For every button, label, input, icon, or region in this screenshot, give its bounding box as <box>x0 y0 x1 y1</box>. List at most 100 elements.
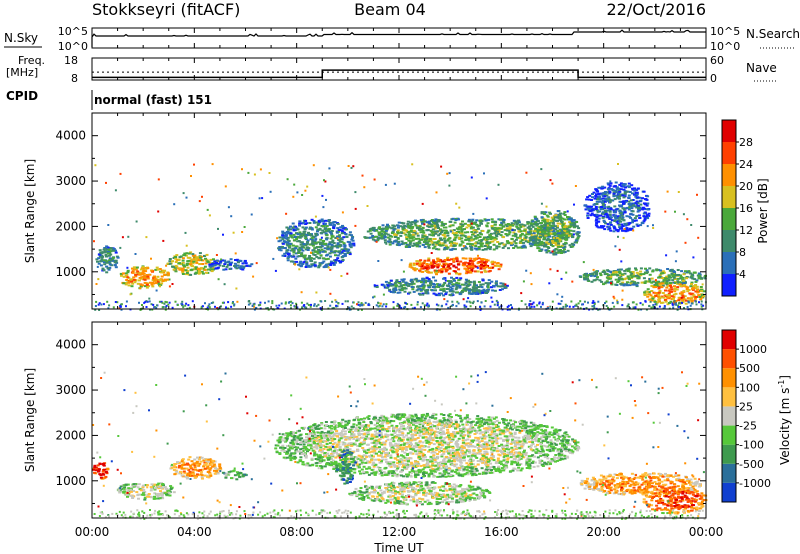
heatmap-cell <box>699 286 703 288</box>
heatmap-cell <box>412 282 416 285</box>
heatmap-cell <box>174 270 178 273</box>
heatmap-speck <box>222 233 224 236</box>
heatmap-cell <box>648 280 652 282</box>
heatmap-cell <box>191 262 195 265</box>
heatmap-cell <box>100 252 104 255</box>
heatmap-cell <box>447 265 451 268</box>
heatmap-speck <box>317 303 320 306</box>
heatmap-cell <box>665 280 669 282</box>
heatmap-cell <box>299 248 303 251</box>
heatmap-speck <box>382 293 385 296</box>
heatmap-cell <box>203 467 207 470</box>
heatmap-cell <box>339 261 343 263</box>
heatmap-cell <box>511 234 515 237</box>
heatmap-cell <box>284 233 288 236</box>
heatmap-cell <box>199 460 203 463</box>
heatmap-cell <box>667 289 671 292</box>
heatmap-cell <box>460 240 464 243</box>
heatmap-speck <box>483 305 486 308</box>
heatmap-cell <box>291 247 295 250</box>
heatmap-cell <box>654 286 658 288</box>
heatmap-cell <box>213 264 217 267</box>
range-tick-label: 2000 <box>55 219 86 233</box>
heatmap-cell <box>660 282 664 285</box>
heatmap-cell <box>557 243 561 246</box>
heatmap-cell <box>560 252 563 254</box>
heatmap-cell <box>432 292 436 295</box>
heatmap-cell <box>562 212 566 215</box>
heatmap-cell <box>664 289 667 292</box>
heatmap-cell <box>401 226 405 229</box>
heatmap-cell <box>332 263 336 266</box>
heatmap-cell <box>677 274 681 276</box>
heatmap-cell <box>512 247 516 249</box>
heatmap-cell <box>192 256 196 259</box>
heatmap-cell <box>307 247 311 250</box>
heatmap-speck <box>677 191 680 193</box>
heatmap-cell <box>594 207 598 210</box>
heatmap-cell <box>411 280 415 283</box>
heatmap-cell <box>305 258 309 261</box>
heatmap-cell <box>304 266 308 268</box>
heatmap-cell <box>463 228 466 231</box>
heatmap-cell <box>527 231 531 234</box>
heatmap-speck <box>621 289 624 292</box>
heatmap-speck <box>396 302 399 305</box>
heatmap-cell <box>324 263 328 266</box>
heatmap-cell <box>440 231 443 234</box>
heatmap-cell <box>452 244 456 247</box>
heatmap-cell <box>603 193 607 196</box>
heatmap-cell <box>126 269 130 272</box>
heatmap-cell <box>622 188 626 191</box>
heatmap-cell <box>287 253 291 256</box>
heatmap-speck <box>635 303 638 306</box>
heatmap-cell <box>463 222 467 225</box>
heatmap-cell <box>131 270 135 273</box>
heatmap-speck <box>313 303 316 306</box>
heatmap-speck <box>556 269 559 272</box>
heatmap-cell <box>326 245 330 248</box>
heatmap-cell <box>350 238 354 241</box>
heatmap-cell <box>344 228 348 231</box>
heatmap-cell <box>586 196 590 199</box>
heatmap-speck <box>457 302 460 305</box>
heatmap-cell <box>430 234 434 237</box>
heatmap-cell <box>471 233 474 236</box>
heatmap-cell <box>126 271 130 274</box>
heatmap-speck <box>617 163 619 165</box>
heatmap-cell <box>304 234 307 237</box>
heatmap-cell <box>534 238 538 241</box>
heatmap-speck <box>440 165 443 168</box>
heatmap-cell <box>488 234 492 237</box>
heatmap-cell <box>289 225 292 228</box>
heatmap-cell <box>161 280 165 283</box>
heatmap-speck <box>445 303 448 306</box>
heatmap-cell <box>639 267 643 270</box>
heatmap-speck <box>695 303 698 306</box>
heatmap-cell <box>435 294 439 297</box>
heatmap-speck <box>411 307 414 310</box>
heatmap-cell <box>534 235 538 238</box>
heatmap-speck <box>686 306 689 308</box>
heatmap-cell <box>680 292 684 295</box>
heatmap-cell <box>523 238 527 241</box>
heatmap-cell <box>432 259 435 262</box>
heatmap-cell <box>475 219 479 222</box>
heatmap-speck <box>632 301 635 304</box>
heatmap-cell <box>286 259 290 262</box>
heatmap-cell <box>485 240 489 243</box>
heatmap-cell <box>426 284 430 287</box>
heatmap-cell <box>233 262 237 265</box>
heatmap-cell <box>684 270 687 273</box>
heatmap-cell <box>137 483 141 486</box>
heatmap-cell <box>470 268 474 271</box>
heatmap-cell <box>589 214 593 217</box>
heatmap-cell <box>548 211 552 214</box>
heatmap-cell <box>171 260 174 263</box>
heatmap-cell <box>314 226 318 229</box>
heatmap-cell <box>102 468 106 471</box>
heatmap-speck <box>568 305 571 308</box>
heatmap-cell <box>102 259 106 262</box>
heatmap-cell <box>312 249 316 252</box>
heatmap-cell <box>178 268 182 271</box>
